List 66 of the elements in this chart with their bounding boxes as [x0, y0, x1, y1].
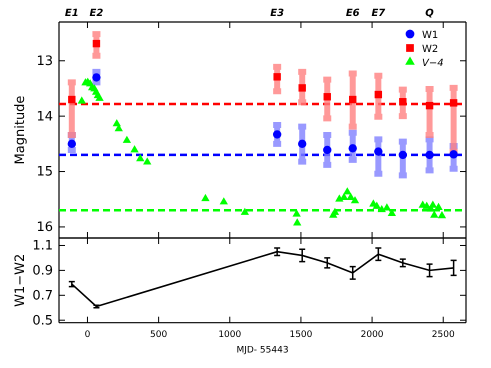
point	[438, 211, 446, 218]
y-tick-label: 0.5	[32, 313, 53, 328]
y-tick-label: 13	[36, 54, 53, 69]
point	[372, 202, 381, 209]
text: E2	[90, 8, 104, 19]
x-axis-title: MJD- 55443	[236, 346, 289, 356]
text: E3	[270, 8, 284, 19]
x-tick-label: 0	[84, 330, 91, 340]
point	[240, 208, 250, 215]
x-tick-label: 2000	[360, 330, 384, 340]
point	[349, 96, 356, 104]
legend-label: V−4	[422, 58, 444, 69]
point	[293, 218, 302, 226]
point	[399, 98, 407, 106]
legend-label: W1	[422, 30, 438, 41]
text: E7	[371, 8, 386, 19]
point	[95, 94, 104, 101]
point	[388, 208, 396, 216]
y-tick-label: 16	[36, 220, 53, 236]
point	[292, 209, 301, 217]
y-tick-label: 1.1	[32, 238, 53, 254]
point	[426, 102, 434, 110]
point	[298, 140, 306, 148]
point	[68, 96, 76, 104]
point	[346, 192, 355, 200]
point	[450, 99, 458, 107]
point	[428, 200, 438, 208]
point	[374, 90, 382, 98]
text: Q	[425, 8, 434, 19]
y-tick-label: 0.9	[32, 264, 53, 279]
point	[382, 203, 392, 210]
point	[374, 147, 383, 156]
point	[273, 73, 281, 81]
point	[92, 40, 100, 48]
point	[398, 150, 407, 160]
point	[350, 196, 360, 204]
point	[324, 93, 331, 100]
point	[68, 140, 76, 148]
point	[425, 150, 434, 160]
point	[136, 154, 144, 162]
y-tick-label: 0.7	[32, 288, 53, 304]
y-axis-title: W1−W2	[13, 254, 28, 307]
point	[434, 202, 443, 210]
x-tick-label: 500	[150, 330, 168, 340]
y-tick-label: 14	[36, 109, 53, 124]
point	[143, 157, 152, 165]
point	[130, 145, 139, 152]
point	[298, 84, 306, 92]
x-tick-label: 2500	[432, 330, 455, 340]
point	[343, 187, 352, 194]
point	[330, 208, 340, 215]
point	[323, 146, 332, 154]
y-tick-label: 15	[36, 164, 53, 180]
x-tick-label: 1000	[218, 330, 242, 340]
legend-label: W2	[422, 44, 438, 55]
point	[272, 130, 282, 139]
y-axis-title: Magnitude	[13, 96, 28, 164]
text: E6	[346, 8, 360, 19]
point	[449, 150, 458, 159]
point	[122, 136, 132, 143]
point	[220, 197, 228, 204]
point	[78, 96, 86, 104]
point	[201, 194, 210, 202]
point	[348, 144, 357, 152]
x-tick-label: 1500	[289, 330, 313, 340]
text: E1	[64, 8, 79, 19]
